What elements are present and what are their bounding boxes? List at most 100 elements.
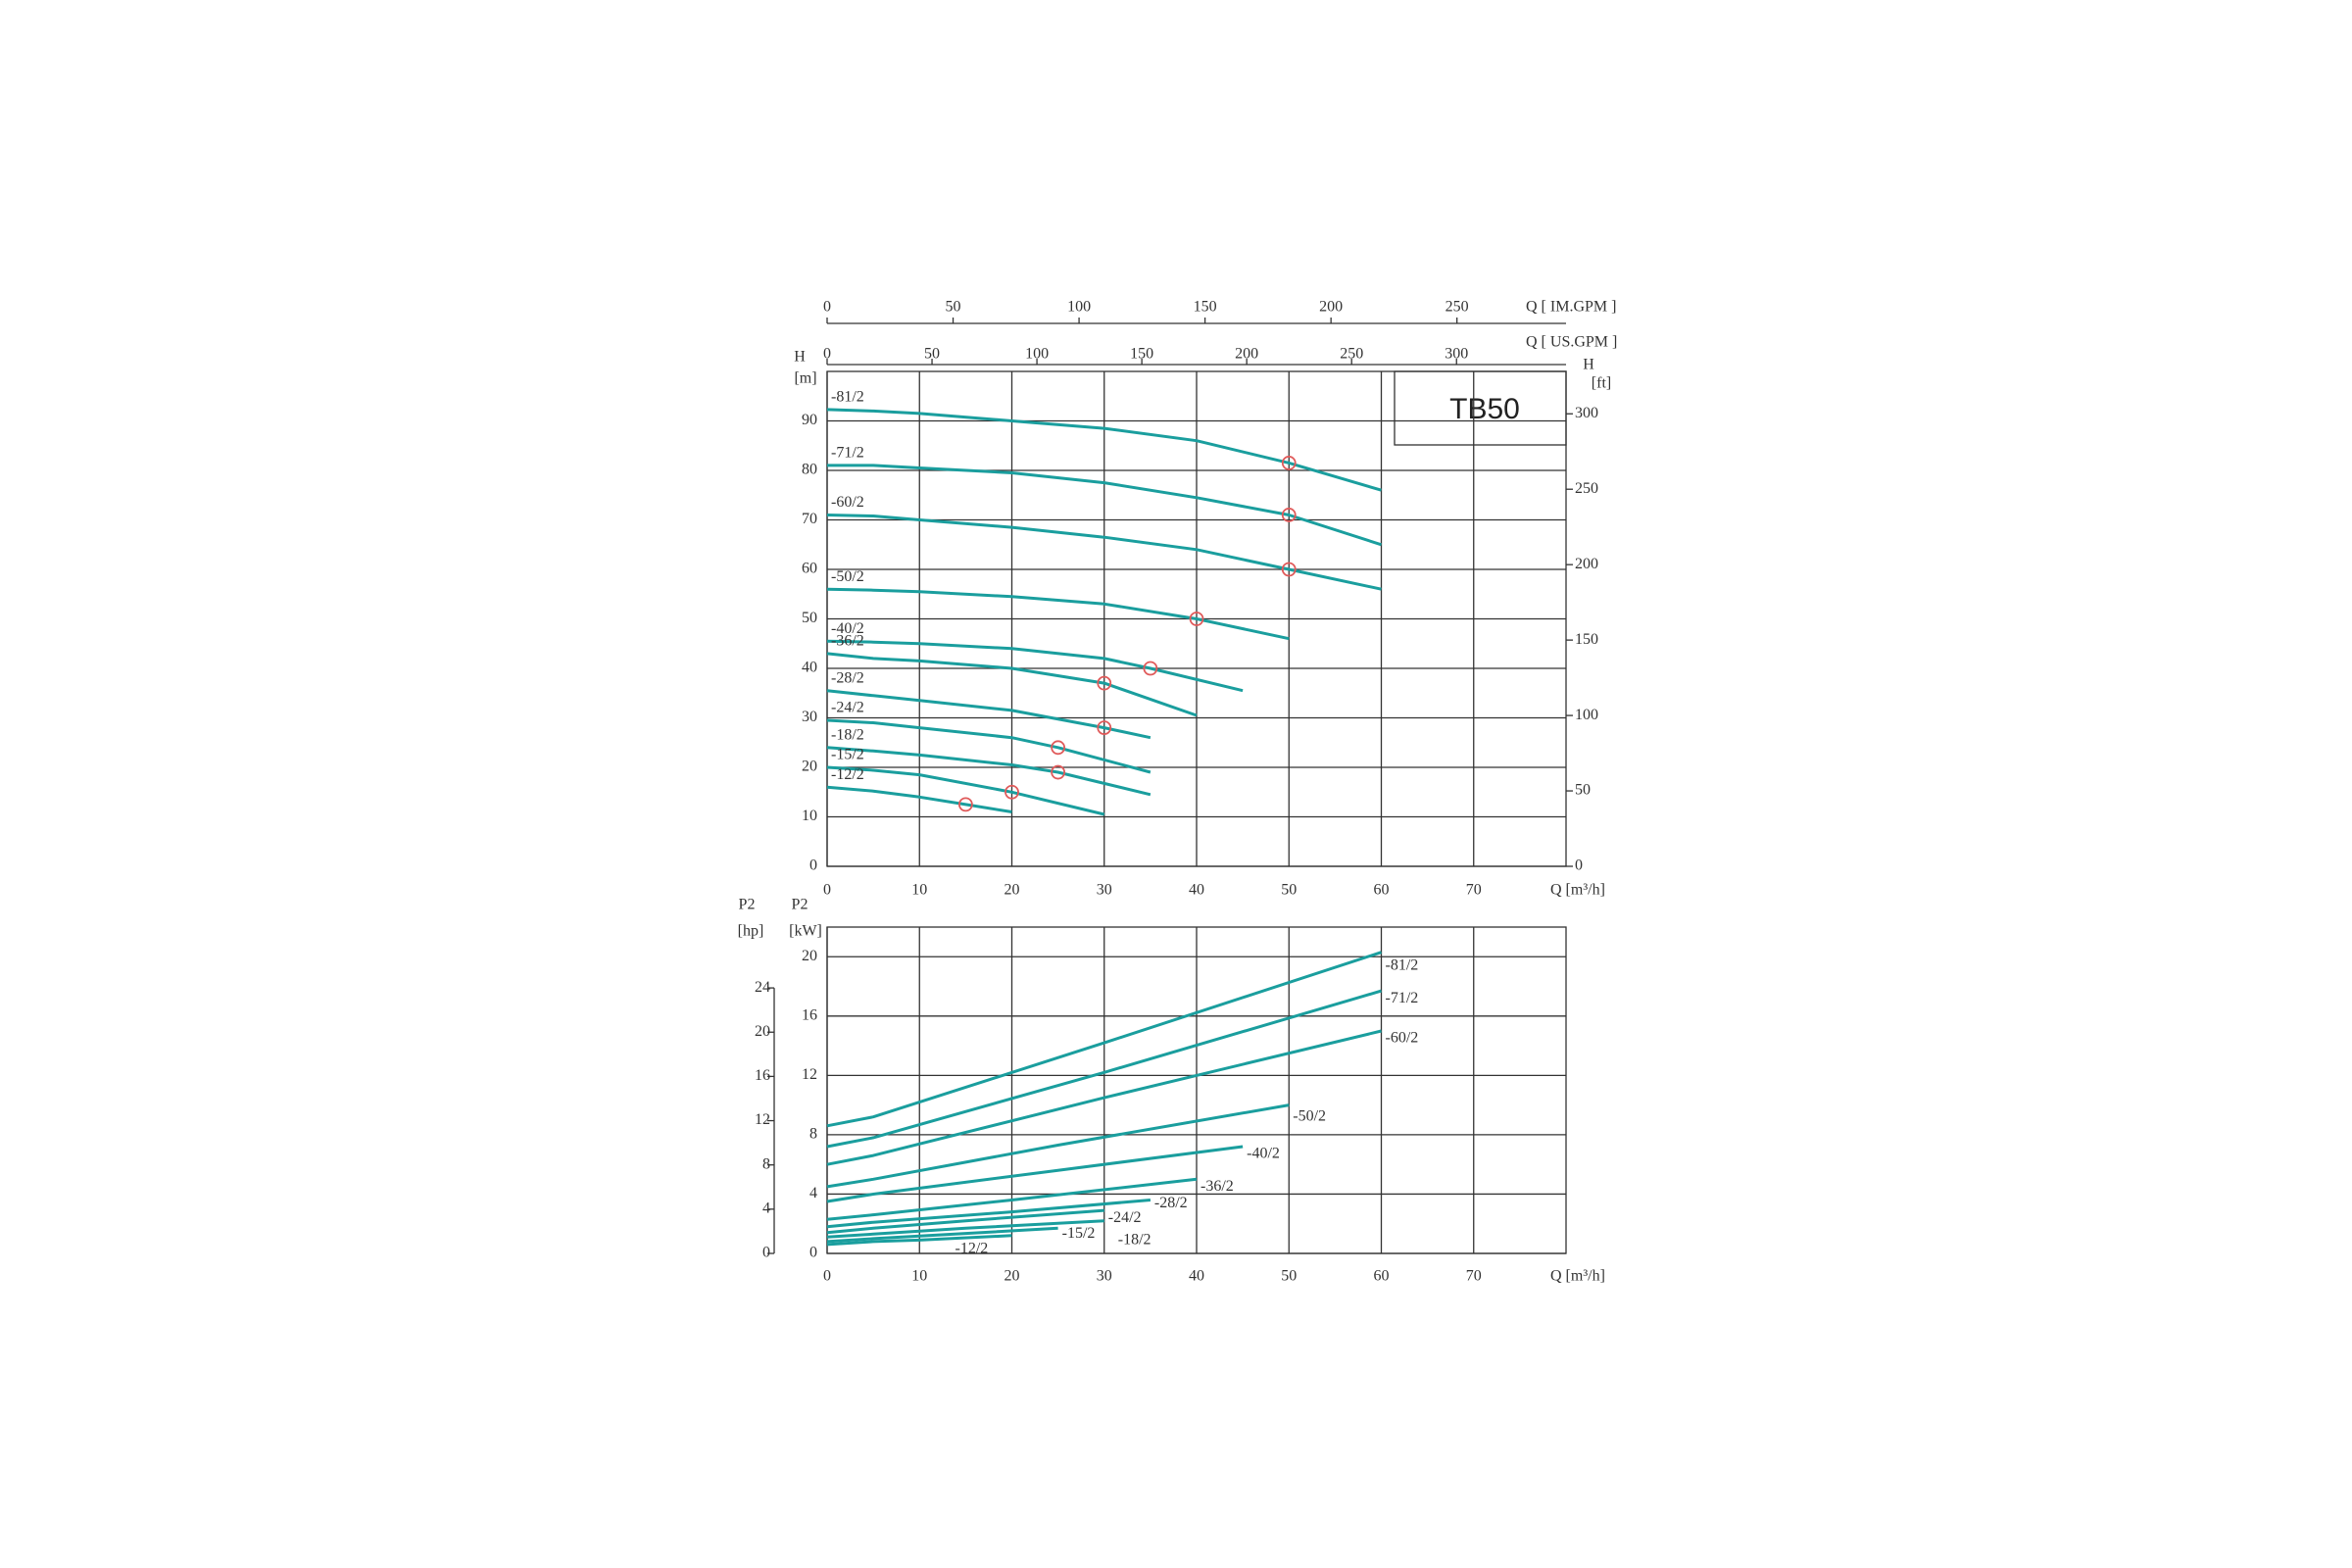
x-tick-label: 40 xyxy=(1189,1268,1204,1285)
y-tick-label: 40 xyxy=(802,660,817,676)
series-label: -36/2 xyxy=(831,633,864,650)
curve xyxy=(826,951,1382,1128)
y2-tick-label: 0 xyxy=(1575,858,1583,874)
series-label: -50/2 xyxy=(1293,1107,1326,1124)
y2-tick-label: 250 xyxy=(1575,480,1598,497)
x-tick-label: 20 xyxy=(1004,1268,1020,1285)
series-label: -18/2 xyxy=(1118,1231,1152,1248)
series-label: -18/2 xyxy=(831,726,864,743)
curve xyxy=(826,1029,1382,1166)
model-box xyxy=(1394,370,1567,446)
y2-tick-label: 0 xyxy=(762,1245,770,1261)
duty-point xyxy=(1281,562,1297,577)
x-tick-label: 0 xyxy=(823,882,831,899)
y2-tick-label: 8 xyxy=(762,1155,770,1172)
top-axis-tick-label: 300 xyxy=(1445,346,1468,363)
top-axis-tick-label: 150 xyxy=(1194,299,1217,316)
y-tick-label: 80 xyxy=(802,462,817,478)
y-axis-unit: [m] xyxy=(794,370,816,387)
duty-point xyxy=(1097,720,1112,735)
y2-tick-label: 300 xyxy=(1575,405,1598,421)
y2-axis-label: P2 xyxy=(739,897,756,913)
x-tick-label: 60 xyxy=(1374,882,1390,899)
series-label: -71/2 xyxy=(831,445,864,462)
duty-point xyxy=(1143,661,1158,676)
y2-tick-label: 100 xyxy=(1575,707,1598,723)
x-tick-label: 10 xyxy=(911,1268,927,1285)
y-tick-label: 4 xyxy=(809,1185,817,1201)
y2-tick-label: 200 xyxy=(1575,556,1598,572)
curve xyxy=(826,689,1152,740)
top-axis-tick-label: 100 xyxy=(1025,346,1049,363)
top-axis-tick-label: 200 xyxy=(1235,346,1258,363)
x-tick-label: 0 xyxy=(823,1268,831,1285)
y-tick-label: 0 xyxy=(809,858,817,874)
x-tick-label: 40 xyxy=(1189,882,1204,899)
top-axis-tick-label: 50 xyxy=(946,299,961,316)
top-axis-tick-label: 200 xyxy=(1319,299,1343,316)
duty-point xyxy=(1051,740,1066,756)
top-axis-tick-label: 150 xyxy=(1130,346,1153,363)
top-axis-label: Q [ US.GPM ] xyxy=(1526,334,1617,351)
curve xyxy=(826,1177,1198,1221)
top-axis-tick-label: 0 xyxy=(823,346,831,363)
y2-tick-label: 20 xyxy=(755,1023,770,1040)
x-tick-label: 50 xyxy=(1281,882,1297,899)
y-tick-label: 20 xyxy=(802,948,817,964)
curve xyxy=(826,989,1382,1149)
y2-axis-unit: [hp] xyxy=(738,923,764,940)
series-label: -12/2 xyxy=(956,1241,989,1257)
y-axis-unit: [kW] xyxy=(789,923,822,940)
series-label: -60/2 xyxy=(831,494,864,511)
y-tick-label: 10 xyxy=(802,808,817,824)
duty-point xyxy=(1004,784,1019,800)
y-tick-label: 60 xyxy=(802,561,817,577)
x-tick-label: 50 xyxy=(1281,1268,1297,1285)
x-tick-label: 70 xyxy=(1466,1268,1482,1285)
duty-point xyxy=(1189,612,1204,626)
duty-point xyxy=(1051,764,1066,780)
series-label: -81/2 xyxy=(831,389,864,406)
curve xyxy=(826,765,1105,816)
series-label: -15/2 xyxy=(831,747,864,763)
top-axis-tick-label: 250 xyxy=(1446,299,1469,316)
top-axis-tick-label: 250 xyxy=(1340,346,1363,363)
top-axis-label: Q [ IM.GPM ] xyxy=(1526,299,1616,316)
y-tick-label: 50 xyxy=(802,610,817,626)
y2-tick-label: 16 xyxy=(755,1067,770,1084)
y-tick-label: 12 xyxy=(802,1066,817,1083)
series-label: -24/2 xyxy=(831,700,864,716)
y-tick-label: 0 xyxy=(809,1245,817,1261)
curve xyxy=(826,408,1382,492)
y2-axis-label: H xyxy=(1583,357,1594,373)
x-tick-label: 30 xyxy=(1097,1268,1112,1285)
series-label: -40/2 xyxy=(831,620,864,637)
y2-tick-label: 4 xyxy=(762,1200,770,1217)
series-label: -81/2 xyxy=(1386,956,1419,973)
curve xyxy=(826,514,1382,591)
duty-point xyxy=(1097,675,1112,691)
curve xyxy=(826,652,1198,717)
curve xyxy=(826,1226,1058,1244)
top-axis-tick-label: 50 xyxy=(924,346,940,363)
y-axis-label: P2 xyxy=(792,897,808,913)
series-label: -12/2 xyxy=(831,766,864,783)
curve xyxy=(826,639,1244,693)
curve xyxy=(826,1234,1012,1247)
series-label: -36/2 xyxy=(1200,1178,1234,1195)
y-tick-label: 20 xyxy=(802,759,817,775)
x-axis-label: Q [m³/h] xyxy=(1550,882,1605,899)
curve xyxy=(826,746,1152,797)
series-label: -15/2 xyxy=(1062,1225,1096,1242)
series-label: -28/2 xyxy=(831,669,864,686)
y2-axis-unit: [ft] xyxy=(1592,375,1611,392)
y2-tick-label: 150 xyxy=(1575,631,1598,648)
chart-title: TB50 xyxy=(1449,393,1520,425)
x-axis-label: Q [m³/h] xyxy=(1550,1268,1605,1285)
x-tick-label: 70 xyxy=(1466,882,1482,899)
curve xyxy=(826,1219,1104,1239)
series-label: -50/2 xyxy=(831,568,864,585)
y-tick-label: 16 xyxy=(802,1006,817,1023)
